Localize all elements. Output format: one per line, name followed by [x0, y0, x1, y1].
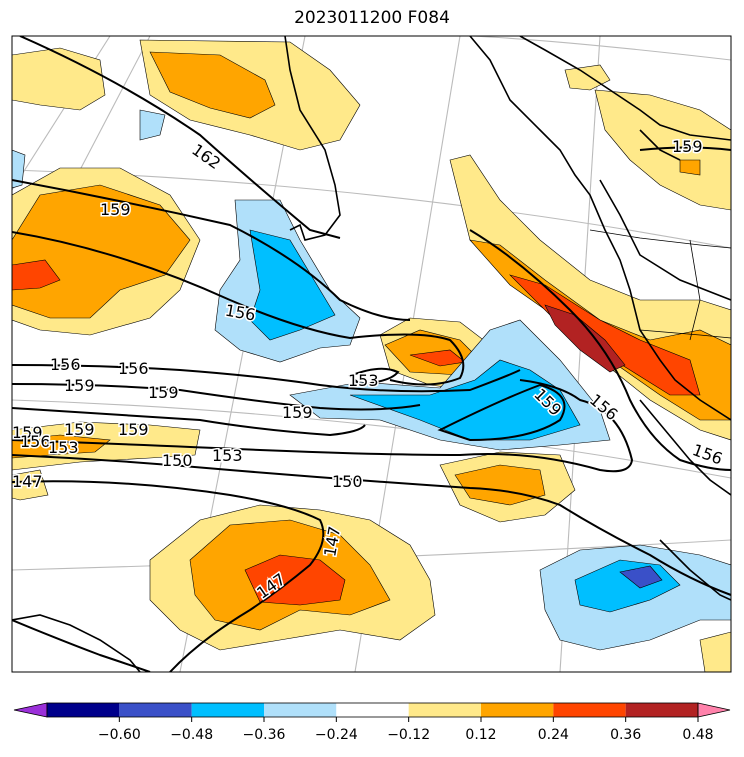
colorbar-tick-label: −0.48 — [170, 727, 213, 743]
map-frame — [11, 35, 732, 673]
neg-region — [249, 229, 336, 341]
pos-region — [244, 554, 346, 606]
contour-156-mid — [12, 364, 521, 393]
colorbar-tick-label: −0.12 — [387, 727, 430, 743]
map-panel: 162 159 159 156 156 156 159 159 153 159 … — [11, 35, 732, 673]
colorbar-extend-max — [697, 702, 731, 718]
colorbar-cell — [264, 703, 337, 717]
colorbar-extend-min — [13, 702, 48, 718]
contour-150 — [12, 454, 731, 596]
borders — [589, 229, 731, 341]
colorbar-cell — [553, 703, 626, 717]
neg-region — [12, 149, 26, 189]
coastlines — [12, 36, 731, 672]
contour-label: 150 — [162, 451, 193, 470]
colorbar-cell — [481, 703, 554, 717]
pos-region — [12, 47, 106, 111]
contour-label: 156 — [50, 355, 81, 374]
colorbar-tick-label: 0.36 — [610, 727, 641, 743]
contour-label: 159 — [64, 376, 95, 395]
colorbar-cell — [625, 703, 698, 717]
colorbar-cells — [13, 702, 731, 718]
map-title: 2023011200 F084 — [294, 8, 450, 28]
colorbar-tick-label: −0.24 — [315, 727, 358, 743]
contour-label: 159 — [672, 137, 703, 156]
contour-label: 159 — [282, 403, 313, 422]
contour-label: 150 — [332, 472, 363, 491]
colorbar-cell — [191, 703, 264, 717]
pos-region — [679, 159, 701, 176]
colorbar-cell — [119, 703, 192, 717]
contour-159-south — [12, 407, 366, 437]
height-contours — [12, 36, 731, 672]
contour-156-north — [12, 231, 465, 386]
neg-region — [139, 109, 166, 141]
contour-label: 159 — [100, 200, 131, 219]
contour-label: 156 — [20, 432, 51, 451]
colorbar-cell — [408, 703, 481, 717]
colorbar-tick-label: −0.60 — [98, 727, 141, 743]
contour-162 — [19, 36, 341, 239]
contour-159-east — [639, 146, 731, 151]
contour-147 — [12, 480, 325, 672]
pos-region — [699, 631, 731, 672]
contour-label: 153 — [212, 446, 243, 465]
pos-region — [149, 51, 276, 119]
contour-153-loop — [348, 367, 400, 386]
colorbar-cell — [336, 703, 409, 717]
colorbar-ticks: −0.60 −0.48 −0.36 −0.24 −0.12 0.12 0.24 0.36 0.4… — [98, 717, 714, 743]
pos-region — [12, 259, 61, 291]
colorbar-tick-label: −0.36 — [243, 727, 286, 743]
pos-region — [12, 469, 49, 501]
contour-159-north — [12, 179, 411, 321]
contour-label: 159 — [148, 383, 179, 402]
contour-label: 153 — [348, 371, 379, 390]
contour-159-mid — [12, 383, 421, 411]
contour-159-loop — [437, 383, 566, 442]
contour-label: 159 — [64, 420, 95, 439]
contour-label: 147 — [12, 472, 43, 491]
colorbar-outline — [46, 702, 699, 718]
contour-label: 153 — [48, 438, 79, 457]
colorbar-tick-label: 0.24 — [538, 727, 569, 743]
contour-147-south — [12, 619, 151, 672]
neg-region — [619, 565, 663, 589]
contour-153-long — [12, 379, 634, 473]
contour-label: 159 — [118, 420, 149, 439]
contour-156-east — [469, 229, 731, 471]
colorbar-tick-label: 0.48 — [682, 727, 713, 743]
contour-label: 159 — [12, 423, 43, 442]
shading-fields — [12, 39, 731, 672]
colorbar-tick-label: 0.12 — [465, 727, 496, 743]
colorbar-cell — [47, 703, 120, 717]
pos-region — [594, 89, 731, 211]
contour-label: 156 — [118, 359, 149, 378]
pos-region — [564, 64, 611, 91]
